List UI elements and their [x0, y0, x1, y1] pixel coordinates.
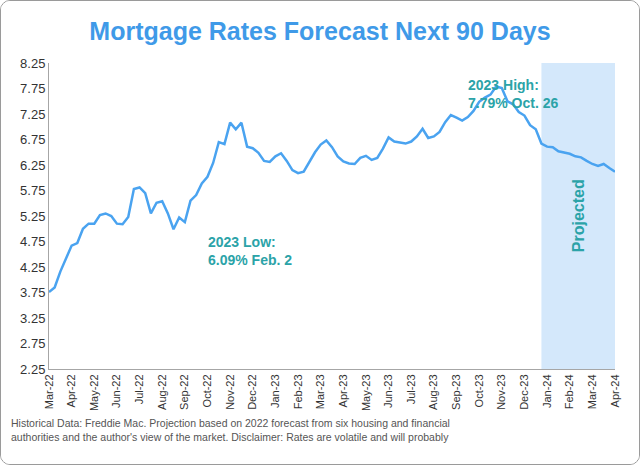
svg-text:Aug-23: Aug-23 — [427, 374, 439, 409]
svg-text:6.25: 6.25 — [20, 158, 45, 173]
svg-text:Dec-23: Dec-23 — [518, 374, 530, 409]
svg-text:Jul-22: Jul-22 — [133, 374, 145, 404]
svg-text:Projected: Projected — [570, 179, 587, 252]
svg-text:Jan-24: Jan-24 — [541, 374, 553, 408]
svg-text:Mortgage Rates Forecast Next 9: Mortgage Rates Forecast Next 90 Days — [89, 17, 550, 45]
svg-text:Oct-22: Oct-22 — [201, 374, 213, 407]
svg-text:Jun-23: Jun-23 — [382, 374, 394, 408]
svg-text:4.25: 4.25 — [20, 260, 45, 275]
svg-text:2.75: 2.75 — [20, 336, 45, 351]
svg-text:Sep-22: Sep-22 — [178, 374, 190, 409]
svg-text:Historical Data: Freddie Mac.: Historical Data: Freddie Mac. Projection… — [11, 417, 450, 443]
svg-text:4.75: 4.75 — [20, 234, 45, 249]
svg-text:Apr-24: Apr-24 — [609, 374, 621, 407]
svg-text:Aug-22: Aug-22 — [156, 374, 168, 409]
svg-text:8.25: 8.25 — [20, 56, 45, 71]
svg-text:Nov-22: Nov-22 — [224, 374, 236, 409]
svg-text:Jun-22: Jun-22 — [110, 374, 122, 408]
svg-text:5.25: 5.25 — [20, 209, 45, 224]
svg-text:2023 Low:6.09% Feb. 2: 2023 Low:6.09% Feb. 2 — [208, 234, 292, 268]
svg-text:2.25: 2.25 — [20, 362, 45, 377]
svg-text:3.75: 3.75 — [20, 285, 45, 300]
svg-text:3.25: 3.25 — [20, 311, 45, 326]
svg-text:Feb-24: Feb-24 — [563, 374, 575, 409]
svg-text:Apr-22: Apr-22 — [65, 374, 77, 407]
svg-text:Mar-24: Mar-24 — [586, 374, 598, 409]
svg-text:Sep-23: Sep-23 — [450, 374, 462, 409]
svg-text:7.75: 7.75 — [20, 81, 45, 96]
svg-text:Oct-23: Oct-23 — [473, 374, 485, 407]
svg-text:7.25: 7.25 — [20, 107, 45, 122]
svg-text:Feb-23: Feb-23 — [292, 374, 304, 409]
svg-text:Mar-22: Mar-22 — [43, 374, 55, 409]
svg-text:May-23: May-23 — [360, 374, 372, 411]
svg-text:2023 High:7.79% Oct. 26: 2023 High:7.79% Oct. 26 — [468, 77, 558, 111]
svg-text:Nov-23: Nov-23 — [495, 374, 507, 409]
svg-text:Mar-23: Mar-23 — [314, 374, 326, 409]
svg-text:6.75: 6.75 — [20, 132, 45, 147]
svg-text:Dec-22: Dec-22 — [246, 374, 258, 409]
svg-text:Jan-23: Jan-23 — [269, 374, 281, 408]
svg-text:May-22: May-22 — [88, 374, 100, 411]
svg-text:Jul-23: Jul-23 — [405, 374, 417, 404]
svg-text:5.75: 5.75 — [20, 183, 45, 198]
svg-text:Apr-23: Apr-23 — [337, 374, 349, 407]
